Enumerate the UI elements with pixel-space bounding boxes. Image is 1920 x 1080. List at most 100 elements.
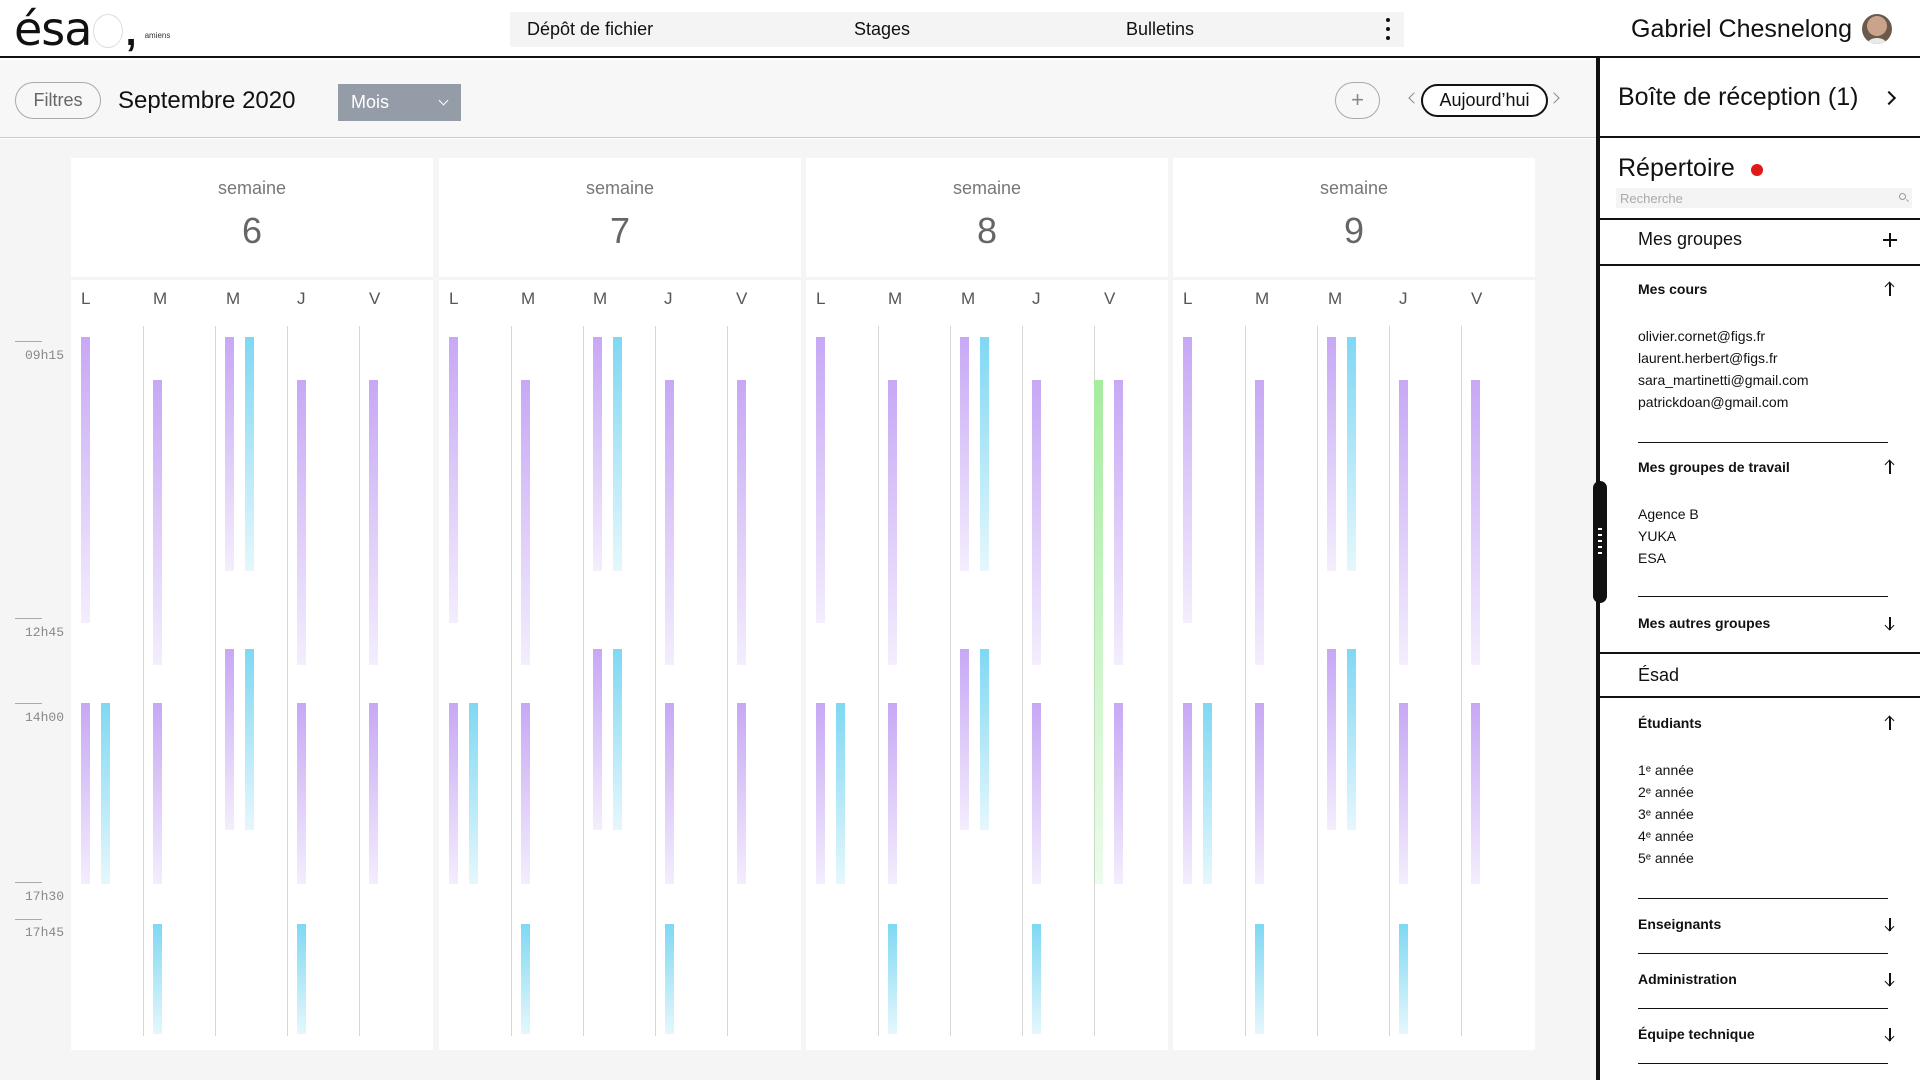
my-courses-label[interactable]: Mes cours (1638, 281, 1708, 297)
arrow-down-icon[interactable] (1884, 972, 1896, 986)
arrow-up-icon[interactable] (1884, 282, 1896, 296)
event-bar[interactable] (1399, 703, 1408, 884)
list-item[interactable]: sara_martinetti@gmail.com (1638, 372, 1809, 388)
event-bar[interactable] (836, 703, 845, 884)
event-bar[interactable] (1471, 380, 1480, 665)
list-item[interactable]: patrickdoan@gmail.com (1638, 394, 1789, 410)
event-bar[interactable] (1347, 337, 1356, 571)
avatar[interactable] (1862, 14, 1892, 44)
arrow-up-icon[interactable] (1884, 716, 1896, 730)
list-item[interactable]: 4ᵉ année (1638, 828, 1694, 844)
event-bar[interactable] (1183, 337, 1192, 623)
teachers-label[interactable]: Enseignants (1638, 916, 1722, 932)
list-item[interactable]: laurent.herbert@figs.fr (1638, 350, 1778, 366)
week-header-8[interactable]: semaine 8 (806, 158, 1168, 277)
event-bar[interactable] (1203, 703, 1212, 884)
event-bar[interactable] (297, 924, 306, 1034)
esad-logo[interactable]: ésa , amiens (14, 6, 170, 52)
nav-item-stages[interactable]: Stages (854, 19, 911, 39)
event-bar[interactable] (737, 703, 746, 884)
event-bar[interactable] (888, 924, 897, 1034)
other-groups-label[interactable]: Mes autres groupes (1638, 615, 1771, 631)
panel-resize-handle[interactable] (1593, 481, 1607, 603)
event-bar[interactable] (1094, 380, 1103, 884)
event-bar[interactable] (665, 380, 674, 665)
list-item[interactable]: ESA (1638, 550, 1667, 566)
event-bar[interactable] (521, 924, 530, 1034)
event-bar[interactable] (521, 703, 530, 884)
event-bar[interactable] (1114, 380, 1123, 665)
list-item[interactable]: 1ᵉ année (1638, 762, 1694, 778)
event-bar[interactable] (816, 703, 825, 884)
event-bar[interactable] (1032, 924, 1041, 1034)
event-bar[interactable] (888, 380, 897, 665)
students-label[interactable]: Étudiants (1638, 715, 1702, 731)
previous-arrow-icon[interactable] (1408, 92, 1420, 104)
event-bar[interactable] (1032, 703, 1041, 884)
my-groups-label[interactable]: Mes groupes (1638, 229, 1743, 249)
event-bar[interactable] (980, 649, 989, 830)
arrow-down-icon[interactable] (1884, 616, 1896, 630)
next-arrow-icon[interactable] (1548, 92, 1560, 104)
week-header-7[interactable]: semaine 7 (439, 158, 801, 277)
chevron-right-icon[interactable] (1881, 90, 1897, 106)
event-bar[interactable] (101, 703, 110, 884)
list-item[interactable]: YUKA (1638, 528, 1677, 544)
event-bar[interactable] (737, 380, 746, 665)
event-bar[interactable] (593, 337, 602, 571)
event-bar[interactable] (1327, 337, 1336, 571)
event-bar[interactable] (521, 380, 530, 665)
event-bar[interactable] (297, 703, 306, 884)
event-bar[interactable] (665, 924, 674, 1034)
list-item[interactable]: Agence B (1638, 506, 1699, 522)
inbox-row[interactable]: Boîte de réception (1) (1600, 58, 1920, 138)
event-bar[interactable] (816, 337, 825, 623)
search-input[interactable] (1616, 188, 1886, 208)
event-bar[interactable] (593, 649, 602, 830)
user-menu[interactable]: Gabriel Chesnelong (1631, 14, 1892, 44)
event-bar[interactable] (1183, 703, 1192, 884)
event-bar[interactable] (1255, 380, 1264, 665)
filters-button[interactable]: Filtres (15, 82, 101, 119)
event-bar[interactable] (960, 649, 969, 830)
more-vertical-icon[interactable] (1384, 18, 1392, 40)
event-bar[interactable] (225, 649, 234, 830)
event-bar[interactable] (153, 924, 162, 1034)
event-bar[interactable] (888, 703, 897, 884)
event-bar[interactable] (613, 649, 622, 830)
event-bar[interactable] (1114, 703, 1123, 884)
event-bar[interactable] (1471, 703, 1480, 884)
event-bar[interactable] (469, 703, 478, 884)
nav-item-bulletins[interactable]: Bulletins (1126, 19, 1195, 39)
event-bar[interactable] (81, 703, 90, 884)
event-bar[interactable] (153, 380, 162, 665)
list-item[interactable]: 5ᵉ année (1638, 850, 1694, 866)
event-bar[interactable] (1347, 649, 1356, 830)
event-bar[interactable] (245, 337, 254, 571)
event-bar[interactable] (369, 380, 378, 665)
search-icon[interactable] (1899, 193, 1906, 200)
list-item[interactable]: 3ᵉ année (1638, 806, 1694, 822)
event-bar[interactable] (1255, 703, 1264, 884)
list-item[interactable]: 2ᵉ année (1638, 784, 1694, 800)
event-bar[interactable] (225, 337, 234, 571)
event-bar[interactable] (449, 337, 458, 623)
week-header-6[interactable]: semaine 6 (71, 158, 433, 277)
view-mode-select[interactable]: Mois (338, 84, 461, 121)
event-bar[interactable] (1255, 924, 1264, 1034)
event-bar[interactable] (1399, 380, 1408, 665)
list-item[interactable]: olivier.cornet@figs.fr (1638, 328, 1766, 344)
event-bar[interactable] (1032, 380, 1041, 665)
event-bar[interactable] (245, 649, 254, 830)
event-bar[interactable] (960, 337, 969, 571)
add-event-button[interactable]: + (1335, 82, 1380, 119)
plus-icon[interactable] (1883, 233, 1897, 247)
event-bar[interactable] (613, 337, 622, 571)
tech-team-label[interactable]: Équipe technique (1638, 1026, 1755, 1042)
today-button[interactable]: Aujourd’hui (1421, 84, 1548, 117)
arrow-down-icon[interactable] (1884, 917, 1896, 931)
nav-item-depot-fichier[interactable]: Dépôt de fichier (527, 19, 654, 39)
event-bar[interactable] (369, 703, 378, 884)
week-header-9[interactable]: semaine 9 (1173, 158, 1535, 277)
esad-label[interactable]: Ésad (1638, 665, 1680, 685)
